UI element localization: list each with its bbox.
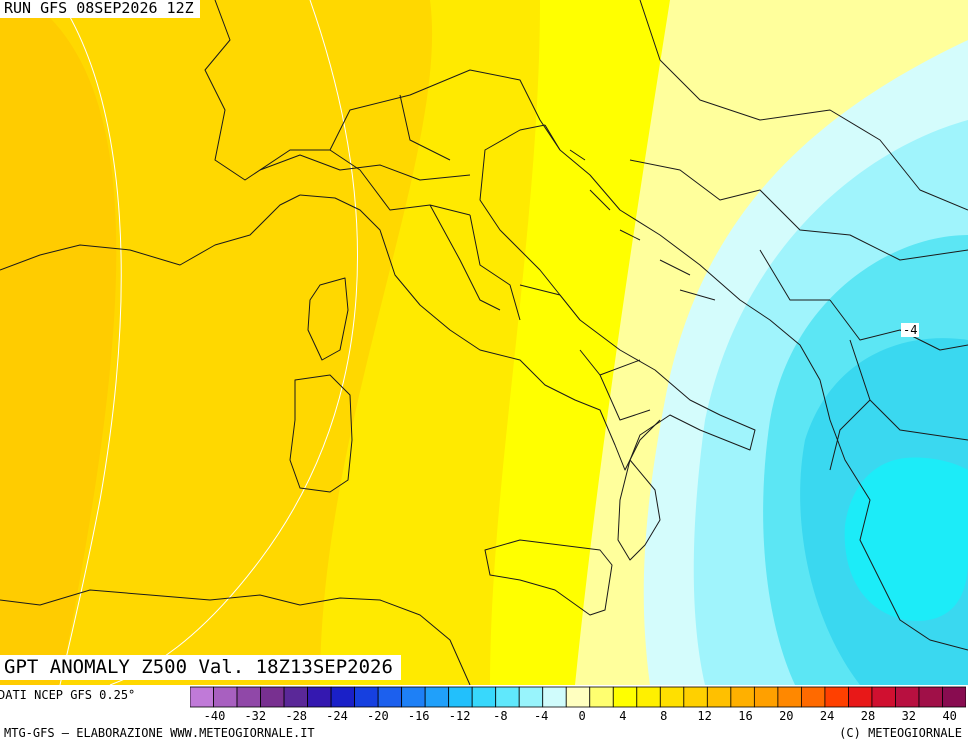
colorbar-swatch xyxy=(659,686,685,708)
anomaly-map xyxy=(0,0,968,685)
colorbar-tick: 24 xyxy=(819,709,835,723)
colorbar-swatch xyxy=(471,686,497,708)
colorbar-tick: 16 xyxy=(738,709,753,723)
coast-sicily xyxy=(484,539,613,616)
colorbar-swatch xyxy=(495,686,520,708)
colorbar-tick: -32 xyxy=(244,709,267,723)
adriatic-islands xyxy=(569,149,716,301)
coast-italy-east xyxy=(479,124,756,461)
colorbar-tick: 4 xyxy=(619,709,627,723)
colorbar-swatch xyxy=(283,686,308,708)
colorbar-swatch xyxy=(401,686,426,708)
colorbar-tick: -40 xyxy=(203,709,226,723)
colorbar-swatch xyxy=(918,686,943,708)
colorbar-swatch xyxy=(706,686,732,708)
colorbar-tick: -12 xyxy=(448,709,471,723)
colorbar-tick: -20 xyxy=(367,709,389,723)
colorbar-swatch xyxy=(260,686,285,708)
colorbar-swatch xyxy=(753,686,779,708)
run-label: RUN GFS 08SEP2026 12Z xyxy=(0,0,200,18)
region-borders xyxy=(259,94,651,421)
colorbar-tick: 40 xyxy=(942,709,957,723)
colorbar-swatch xyxy=(730,686,755,708)
colorbar xyxy=(190,686,966,708)
coast-corsica xyxy=(307,277,349,361)
colorbar-tick: 20 xyxy=(779,709,794,723)
colorbar-swatch xyxy=(871,686,896,708)
colorbar-swatch xyxy=(213,686,238,708)
colorbar-swatch xyxy=(824,686,849,708)
colorbar-tick: -16 xyxy=(407,709,430,723)
colorbar-swatch xyxy=(636,686,661,708)
isoline-20 xyxy=(59,0,122,685)
footer-credit: MTG-GFS — ELABORAZIONE WWW.METEOGIORNALE… xyxy=(4,726,315,740)
colorbar-tick: 0 xyxy=(578,709,586,723)
coast-sardinia xyxy=(289,374,353,493)
colorbar-tick-labels: -40 -32 -28 -24 -20 -16 -12 -8 -4 0 4 8 12 16 20 24 28 32… xyxy=(190,709,966,723)
colorbar-swatch xyxy=(800,686,826,708)
colorbar-swatch xyxy=(448,686,473,708)
colorbar-tick: -8 xyxy=(493,709,508,723)
coastlines-and-borders xyxy=(0,0,968,685)
coast-france xyxy=(0,194,301,271)
data-source-text: DATI NCEP GFS 0.25° xyxy=(0,688,136,702)
colorbar-swatch xyxy=(542,686,567,708)
colorbar-swatch xyxy=(895,686,920,708)
colorbar-swatch xyxy=(190,686,214,708)
colorbar-swatch xyxy=(354,686,379,708)
anomaly-field xyxy=(0,0,968,685)
colorbar-swatch xyxy=(683,686,708,708)
coast-italy-west xyxy=(299,194,661,471)
coast-north-africa xyxy=(0,589,471,685)
colorbar-swatch xyxy=(612,686,638,708)
colorbar-swatch xyxy=(565,686,591,708)
colorbar-swatch xyxy=(777,686,802,708)
coast-balkans xyxy=(544,124,968,651)
colorbar-swatch xyxy=(307,686,332,708)
colorbar-tick: -4 xyxy=(533,709,549,723)
colorbar-swatch xyxy=(589,686,614,708)
contour-label: -4 xyxy=(901,323,920,337)
colorbar-tick: 12 xyxy=(697,709,712,723)
coast-calabria xyxy=(617,459,661,561)
colorbar-swatch xyxy=(377,686,403,708)
colorbar-swatch xyxy=(424,686,450,708)
colorbar-tick: -28 xyxy=(285,709,308,723)
map-title: GPT ANOMALY Z500 Val. 18Z13SEP2026 xyxy=(0,655,401,680)
colorbar-tick: 32 xyxy=(901,709,917,723)
colorbar-tick: 8 xyxy=(660,709,668,723)
colorbar-swatch xyxy=(518,686,544,708)
colorbar-swatch xyxy=(330,686,356,708)
balkan-borders xyxy=(629,0,968,471)
northern-border xyxy=(204,0,561,181)
colorbar-tick: 28 xyxy=(860,709,876,723)
footer-copyright: (C) METEOGIORNALE xyxy=(839,726,962,740)
colorbar-swatch xyxy=(236,686,261,708)
colorbar-tick: -24 xyxy=(326,709,348,723)
colorbar-swatch xyxy=(942,686,966,708)
field-band-m20-m16 xyxy=(844,457,968,621)
colorbar-swatch xyxy=(848,686,873,708)
